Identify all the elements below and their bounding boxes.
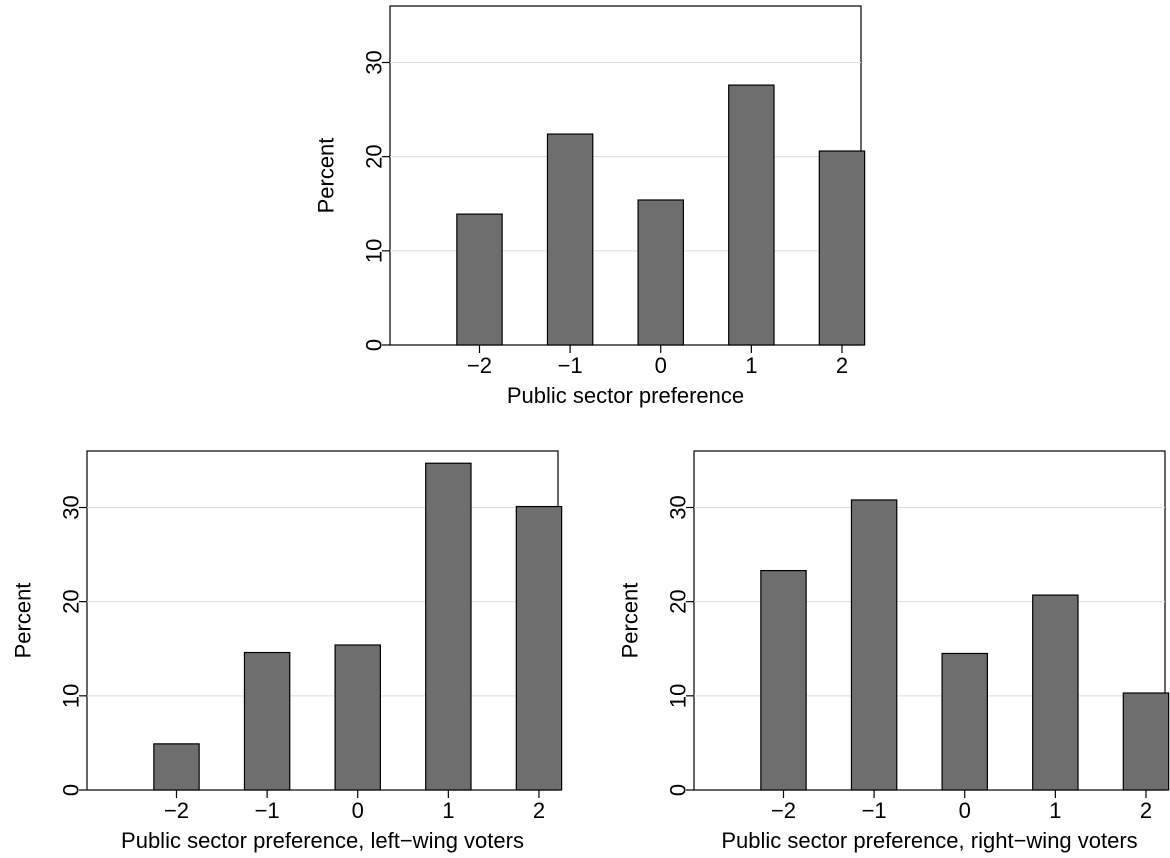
bar-neg1 bbox=[546, 133, 594, 346]
x-tick-label: 0 bbox=[655, 353, 667, 378]
x-tick-label: 1 bbox=[442, 798, 454, 823]
x-tick-label: 1 bbox=[1049, 798, 1061, 823]
y-axis-title: Percent bbox=[11, 583, 36, 659]
y-tick-label: 10 bbox=[59, 684, 84, 708]
x-axis-title: Public sector preference bbox=[507, 383, 744, 408]
x-tick-label: 1 bbox=[745, 353, 757, 378]
y-tick-label: 20 bbox=[666, 589, 691, 613]
y-tick-label: 0 bbox=[666, 784, 691, 796]
x-tick-label: −1 bbox=[255, 798, 280, 823]
y-tick-label: 0 bbox=[59, 784, 84, 796]
y-tick-label: 30 bbox=[666, 495, 691, 519]
x-tick-label: 2 bbox=[836, 353, 848, 378]
bar-0 bbox=[941, 652, 988, 791]
bar-2 bbox=[1122, 692, 1170, 791]
plot-area bbox=[86, 450, 559, 791]
y-tick-label: 20 bbox=[59, 589, 84, 613]
y-tick-label: 10 bbox=[362, 239, 387, 263]
x-axis-title: Public sector preference, left−wing vote… bbox=[121, 828, 524, 853]
bar-neg1 bbox=[850, 499, 898, 791]
x-tick-label: −2 bbox=[164, 798, 189, 823]
y-tick-label: 0 bbox=[362, 339, 387, 351]
chart-panel-2: 0 10 20 30 −2 −1 0 1 2 Public sector preference, … bbox=[11, 450, 563, 853]
y-axis-title: Percent bbox=[618, 583, 643, 659]
x-tick-label: −2 bbox=[771, 798, 796, 823]
y-tick-label: 10 bbox=[666, 684, 691, 708]
x-axis-title: Public sector preference, right−wing vot… bbox=[721, 828, 1137, 853]
y-tick-label: 30 bbox=[59, 495, 84, 519]
x-tick-label: 0 bbox=[352, 798, 364, 823]
bar-neg1 bbox=[243, 651, 291, 791]
bar-1 bbox=[728, 84, 775, 346]
bar-1 bbox=[425, 462, 472, 791]
y-axis-title: Percent bbox=[314, 138, 339, 214]
bar-2 bbox=[818, 150, 866, 346]
x-tick-label: −1 bbox=[862, 798, 887, 823]
bar-2 bbox=[515, 505, 563, 791]
chart-panel-1: 0 10 20 30 −2 −1 0 1 2 Public sector preference Pe… bbox=[314, 5, 866, 408]
x-tick-label: 2 bbox=[1140, 798, 1152, 823]
y-tick-label: 30 bbox=[362, 50, 387, 74]
bar-1 bbox=[1032, 594, 1079, 791]
bar-0 bbox=[334, 644, 381, 791]
bar-neg2 bbox=[153, 743, 200, 791]
bar-neg2 bbox=[760, 569, 807, 791]
x-tick-label: −2 bbox=[467, 353, 492, 378]
y-tick-label: 20 bbox=[362, 144, 387, 168]
bar-neg2 bbox=[456, 213, 503, 346]
x-tick-label: −1 bbox=[558, 353, 583, 378]
bar-0 bbox=[637, 199, 684, 346]
x-tick-label: 0 bbox=[959, 798, 971, 823]
x-tick-label: 2 bbox=[533, 798, 545, 823]
